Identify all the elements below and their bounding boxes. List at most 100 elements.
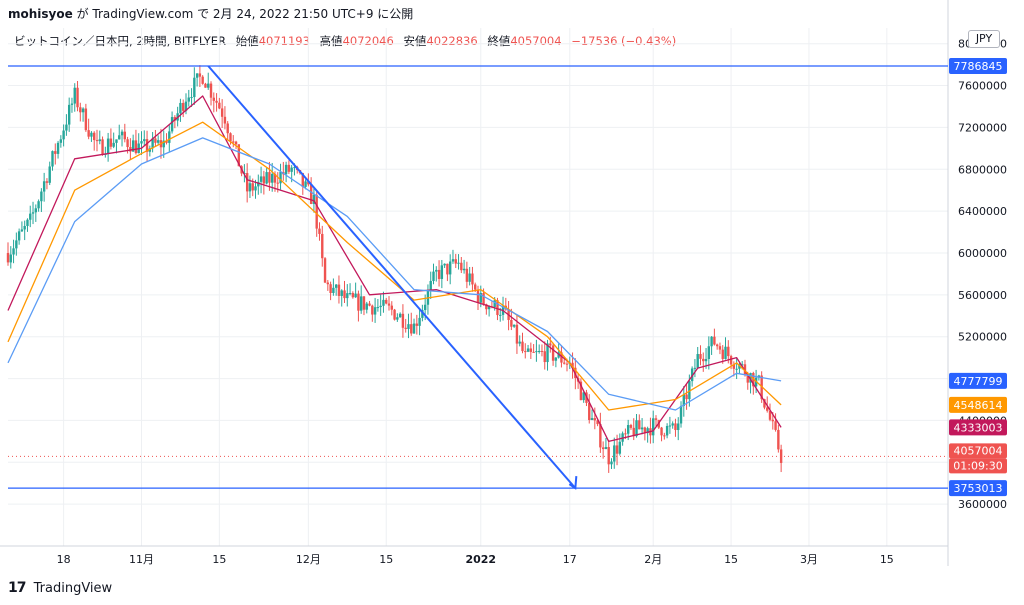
candle-body-200 [563, 362, 566, 364]
candle-body-17 [54, 151, 57, 154]
price-label-1: 4777799 [954, 375, 1003, 388]
candle-body-210 [590, 418, 594, 420]
candle-body-167 [471, 273, 474, 285]
candle-body-160 [451, 259, 455, 262]
candle-body-88 [251, 183, 254, 191]
candle-body-80 [229, 133, 232, 142]
candle-body-213 [599, 424, 602, 448]
candle-body-260 [729, 356, 733, 365]
candle-body-248 [696, 354, 699, 368]
candle-body-102 [290, 167, 293, 172]
candle-body-32 [95, 140, 99, 142]
candle-body-11 [37, 201, 40, 209]
price-label-bg-1 [949, 372, 1007, 389]
candle-body-224 [629, 425, 633, 428]
candle-body-116 [329, 284, 332, 293]
candle-body-65 [187, 97, 190, 102]
candle-body-256 [718, 346, 722, 350]
y-tick-label-5: 5600000 [958, 289, 1007, 302]
y-tick-label-10: 7600000 [958, 80, 1007, 93]
price-label-bg-2 [949, 396, 1007, 413]
candle-body-153 [432, 271, 435, 281]
candle-body-30 [90, 132, 93, 137]
candle-body-225 [632, 427, 635, 437]
candle-body-173 [487, 306, 491, 310]
candle-body-2 [12, 248, 15, 255]
candle-body-237 [665, 426, 669, 436]
y-tick-label-7: 6400000 [958, 205, 1007, 218]
candle-body-206 [579, 381, 583, 401]
candle-body-101 [287, 164, 291, 172]
trend-line [207, 65, 577, 489]
candle-body-223 [626, 425, 630, 434]
candle-body-113 [321, 233, 324, 259]
candle-body-79 [226, 123, 229, 134]
candle-body-20 [62, 130, 65, 140]
author-name: mohisyoe [8, 7, 73, 21]
candle-body-130 [368, 303, 371, 306]
candle-body-126 [357, 293, 360, 311]
candle-body-140 [396, 317, 399, 320]
y-tick-label-9: 7200000 [958, 121, 1007, 134]
candle-body-100 [284, 164, 288, 175]
candle-body-86 [245, 173, 249, 192]
y-tick-label-4: 5200000 [958, 331, 1007, 344]
candle-body-22 [67, 104, 71, 125]
candle-body-73 [209, 83, 213, 98]
candle-body-230 [646, 428, 649, 434]
price-label-6: 3753013 [954, 482, 1003, 495]
brand-name: TradingView [33, 581, 113, 596]
candle-body-109 [309, 184, 313, 204]
candle-body-45 [131, 140, 135, 152]
candle-body-27 [81, 108, 85, 113]
candle-body-228 [640, 427, 644, 430]
candle-body-145 [410, 324, 413, 334]
candle-body-44 [129, 147, 132, 152]
candle-body-21 [65, 124, 68, 131]
candle-body-176 [496, 300, 499, 316]
candle-body-136 [385, 299, 388, 304]
candle-body-214 [601, 447, 605, 450]
candle-body-148 [418, 317, 421, 326]
y-tick-label-0: 3600000 [958, 498, 1007, 511]
moving-average-ma_short [7, 95, 782, 443]
candle-body-254 [713, 336, 716, 345]
candle-body-227 [638, 420, 641, 430]
candle-body-252 [707, 346, 711, 359]
candle-body-197 [554, 357, 558, 361]
candle-body-268 [752, 373, 755, 387]
candle-body-76 [218, 102, 221, 109]
candle-body-118 [334, 284, 338, 288]
candle-body-63 [182, 102, 185, 111]
candle-body-163 [460, 262, 463, 271]
candle-body-110 [312, 194, 316, 204]
candle-body-249 [699, 354, 702, 359]
candle-body-40 [118, 135, 121, 140]
price-label-bg-3 [949, 419, 1007, 436]
open-label: 始値 [235, 34, 259, 48]
candle-body-107 [304, 181, 307, 187]
candle-body-91 [259, 176, 263, 182]
candle-body-15 [48, 166, 51, 183]
candle-body-89 [254, 186, 257, 191]
candle-body-166 [468, 273, 471, 282]
candle-body-219 [615, 445, 619, 454]
candle-body-233 [654, 418, 658, 420]
candle-body-243 [682, 394, 685, 406]
publish-info: が TradingView.com で 2月 24, 2022 21:50 UT… [76, 7, 414, 21]
candle-body-171 [482, 293, 485, 305]
candle-body-149 [421, 310, 424, 318]
candle-body-250 [702, 358, 705, 362]
price-chart[interactable]: 3600000400000044000004800000520000056000… [0, 0, 1024, 575]
currency-button[interactable]: JPY [968, 30, 1000, 48]
candle-body-62 [179, 102, 182, 114]
candle-body-57 [165, 140, 168, 143]
high-label: 高値 [319, 34, 343, 48]
candle-body-129 [365, 303, 368, 310]
candle-body-146 [412, 323, 416, 334]
candle-body-229 [643, 427, 647, 434]
candle-body-68 [195, 73, 199, 78]
x-tick-label-5: 2022 [465, 553, 496, 566]
candle-body-108 [307, 181, 310, 185]
x-tick-label-2: 15 [212, 553, 226, 566]
